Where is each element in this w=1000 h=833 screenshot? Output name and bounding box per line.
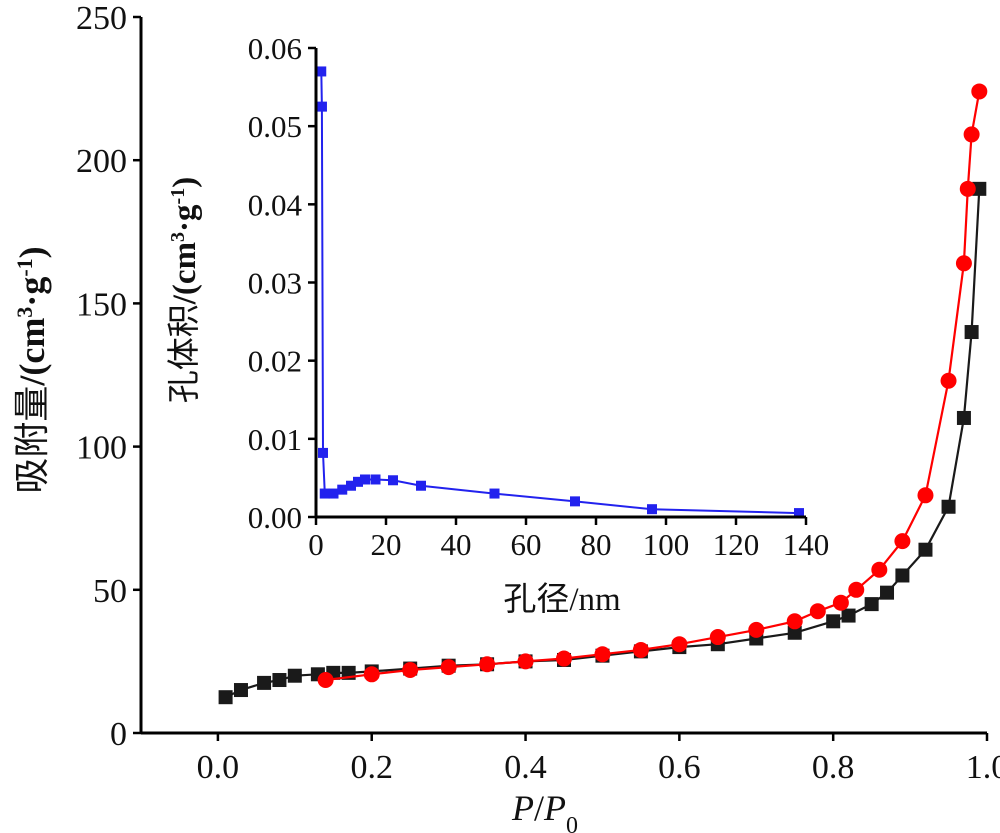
main-series-1-point xyxy=(671,636,688,653)
main-series-1-point xyxy=(971,83,988,100)
inset-y-tick-label: 0.04 xyxy=(248,187,303,222)
main-series-1-point xyxy=(363,666,380,683)
inset-y-tick-label: 0.06 xyxy=(248,31,302,66)
inset-x-tick-label: 0 xyxy=(308,527,324,562)
inset-series-line-0 xyxy=(320,71,800,515)
main-x-tick-label: 0.8 xyxy=(812,749,855,786)
main-series-line-0 xyxy=(225,188,981,699)
inset-series-0-point xyxy=(316,101,327,112)
main-series-0-point xyxy=(964,325,979,340)
main-series-0-point xyxy=(287,668,302,683)
inset-chart: 0 20 40 60 80 100 120 140 0.00 0.01 0.02 0.03 0.04 0.… xyxy=(166,31,829,618)
inset-series-0-point xyxy=(353,476,363,487)
main-y-tick-label: 50 xyxy=(93,573,127,610)
main-series-0-point xyxy=(880,585,895,600)
inset-series-0-point xyxy=(794,508,804,519)
main-series-1-point xyxy=(632,641,649,658)
main-series-0-point xyxy=(895,568,910,583)
main-series-1-point xyxy=(832,594,849,611)
inset-y-axis-title: 孔体积/(cm3·g-1) xyxy=(166,177,203,403)
main-series-1-point xyxy=(556,650,572,667)
main-series-1-point xyxy=(871,561,888,578)
inset-axes: 0 20 40 60 80 100 120 140 0.00 0.01 0.02 0.03 0.04 0.… xyxy=(248,31,830,562)
inset-series-0-point xyxy=(318,447,328,458)
main-x-tick-label: 0.6 xyxy=(658,749,701,786)
inset-series-0-point xyxy=(337,484,348,495)
inset-series-0-point xyxy=(489,488,500,499)
main-series-0-point xyxy=(956,410,971,425)
main-series-1-point xyxy=(402,661,419,678)
main-series-1-point xyxy=(479,656,496,673)
main-series-0-point xyxy=(972,181,987,196)
inset-y-tick-label: 0.02 xyxy=(248,344,302,379)
main-series-1-point xyxy=(848,581,865,598)
main-series-1-point xyxy=(594,646,611,663)
inset-x-tick-label: 20 xyxy=(371,527,402,562)
main-x-tick-label: 0.2 xyxy=(350,749,393,786)
main-series-0-point xyxy=(826,614,841,629)
main-series-1-point xyxy=(440,659,457,676)
main-series-0-point xyxy=(841,608,856,623)
main-series-1-point xyxy=(317,672,334,689)
inset-x-axis-title: 孔径/nm xyxy=(503,581,621,618)
inset-y-tick-label: 0.03 xyxy=(248,266,302,301)
y-axis-title: 吸附量/(cm3·g-1) xyxy=(12,246,53,493)
main-series-0-point xyxy=(787,625,802,640)
inset-series-group xyxy=(316,66,804,519)
main-series-1-point xyxy=(917,487,934,504)
inset-series-0-point xyxy=(388,475,398,486)
x-axis-title: P/P0 xyxy=(511,788,578,833)
main-y-tick-label: 0 xyxy=(110,716,127,753)
main-y-tick-label: 150 xyxy=(76,286,127,323)
main-series-0-point xyxy=(941,499,956,514)
main-series-group xyxy=(218,83,988,705)
main-x-tick-label: 0.0 xyxy=(197,749,240,786)
inset-y-tick-label: 0.05 xyxy=(248,109,302,144)
inset-x-tick-label: 140 xyxy=(783,527,830,562)
main-series-1-point xyxy=(517,653,534,670)
inset-x-tick-label: 100 xyxy=(643,527,690,562)
main-series-1-point xyxy=(709,629,726,646)
inset-series-0-point xyxy=(370,474,381,485)
main-x-tick-label: 0.4 xyxy=(504,749,547,786)
inset-x-tick-label: 80 xyxy=(581,527,612,562)
main-series-1-point xyxy=(809,603,826,620)
main-series-1-point xyxy=(955,255,972,272)
main-series-1-point xyxy=(940,372,957,389)
main-series-1-point xyxy=(894,533,911,550)
main-series-0-point xyxy=(864,597,879,612)
inset-x-tick-label: 120 xyxy=(713,527,760,562)
main-series-0-point xyxy=(918,542,933,557)
main-y-tick-label: 200 xyxy=(76,143,127,180)
main-x-tick-label: 1.0 xyxy=(966,749,1000,786)
inset-series-0-point xyxy=(328,488,339,499)
main-series-0-point xyxy=(272,673,287,688)
main-y-tick-label: 100 xyxy=(76,430,127,467)
inset-y-tick-label: 0.01 xyxy=(248,422,302,457)
inset-series-0-point xyxy=(346,480,356,491)
main-series-0-point xyxy=(218,690,233,705)
main-series-0-point xyxy=(233,683,248,698)
main-series-1-point xyxy=(963,126,980,143)
inset-series-0-point xyxy=(316,66,327,77)
inset-series-0-point xyxy=(570,496,580,507)
inset-series-0-point xyxy=(319,488,330,499)
main-series-1-point xyxy=(748,621,765,638)
inset-x-tick-label: 60 xyxy=(511,527,542,562)
inset-series-0-point xyxy=(360,474,370,485)
inset-y-tick-label: 0.00 xyxy=(248,500,302,535)
main-y-tick-label: 250 xyxy=(76,0,127,37)
inset-series-0-point xyxy=(416,480,426,491)
main-series-0-point xyxy=(257,675,272,690)
inset-series-0-point xyxy=(647,504,657,515)
inset-x-tick-label: 40 xyxy=(441,527,472,562)
main-series-1-point xyxy=(786,613,803,630)
main-series-1-point xyxy=(959,180,976,197)
